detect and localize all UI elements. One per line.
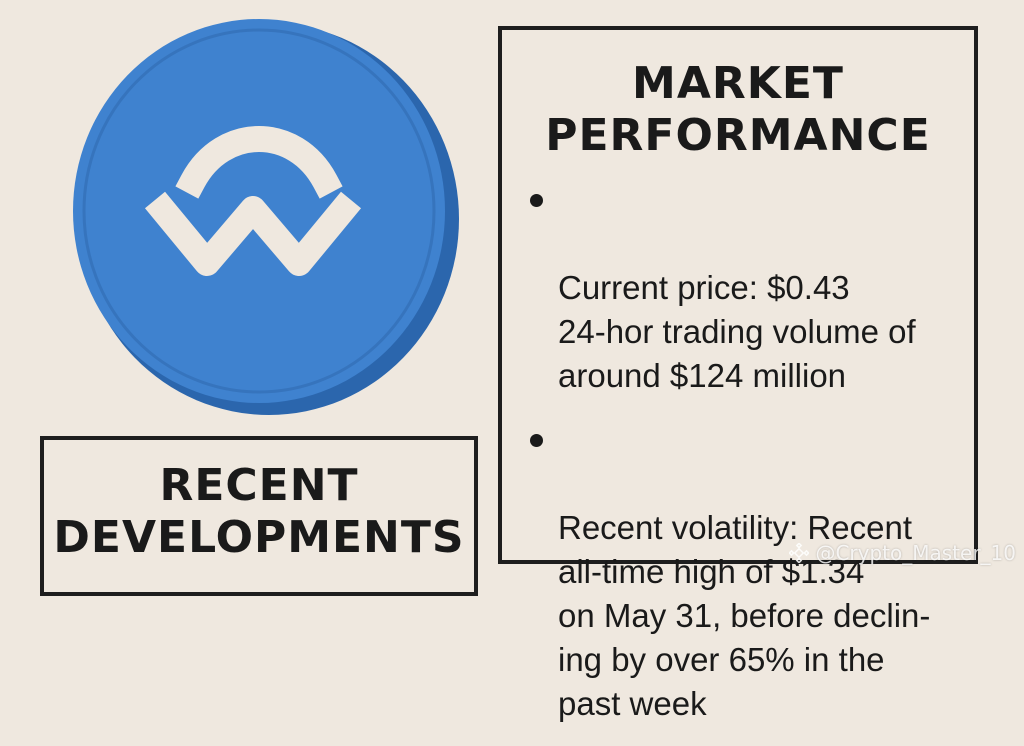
list-item: Recent volatility: Recent all-time high … bbox=[530, 418, 970, 726]
coin-logo bbox=[55, 5, 475, 425]
market-bullet-list: Current price: $0.43 24-hor trading volu… bbox=[530, 178, 970, 746]
bullet-icon bbox=[530, 434, 543, 447]
watermark: @Crypto_Master_10 bbox=[789, 541, 1016, 565]
recent-developments-panel: RECENT DEVELOPMENTS bbox=[40, 436, 478, 596]
walletconnect-logo-icon bbox=[73, 19, 459, 415]
list-item: Current price: $0.43 24-hor trading volu… bbox=[530, 178, 970, 398]
market-performance-title: MARKET PERFORMANCE bbox=[545, 58, 931, 161]
bullet-text-price: Current price: $0.43 24-hor trading volu… bbox=[558, 269, 916, 394]
recent-developments-title: RECENT DEVELOPMENTS bbox=[53, 460, 465, 563]
bullet-icon bbox=[530, 194, 543, 207]
watermark-text: @Crypto_Master_10 bbox=[815, 541, 1016, 565]
market-performance-panel: MARKET PERFORMANCE Current price: $0.43 … bbox=[498, 26, 978, 722]
binance-logo-icon bbox=[789, 543, 810, 563]
